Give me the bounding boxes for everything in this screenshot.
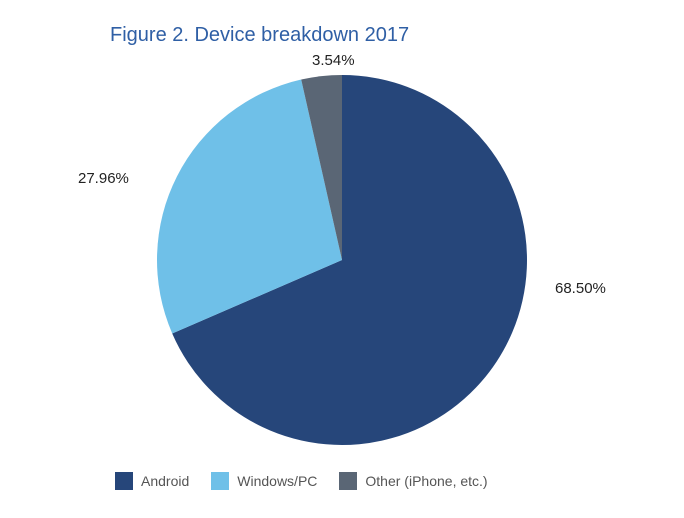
legend-swatch (339, 472, 357, 490)
slice-label: 68.50% (555, 280, 606, 297)
legend: Android Windows/PC Other (iPhone, etc.) (115, 472, 488, 490)
legend-label: Windows/PC (237, 473, 317, 489)
pie-chart (0, 0, 684, 518)
legend-label: Other (iPhone, etc.) (365, 473, 487, 489)
legend-item: Windows/PC (211, 472, 317, 490)
figure-container: Figure 2. Device breakdown 2017 68.50%27… (0, 0, 684, 513)
legend-swatch (211, 472, 229, 490)
slice-label: 27.96% (78, 170, 129, 187)
legend-item: Android (115, 472, 189, 490)
pie-slices (157, 75, 527, 445)
legend-item: Other (iPhone, etc.) (339, 472, 487, 490)
pie-svg (0, 0, 684, 513)
legend-swatch (115, 472, 133, 490)
legend-label: Android (141, 473, 189, 489)
slice-label: 3.54% (312, 52, 355, 69)
